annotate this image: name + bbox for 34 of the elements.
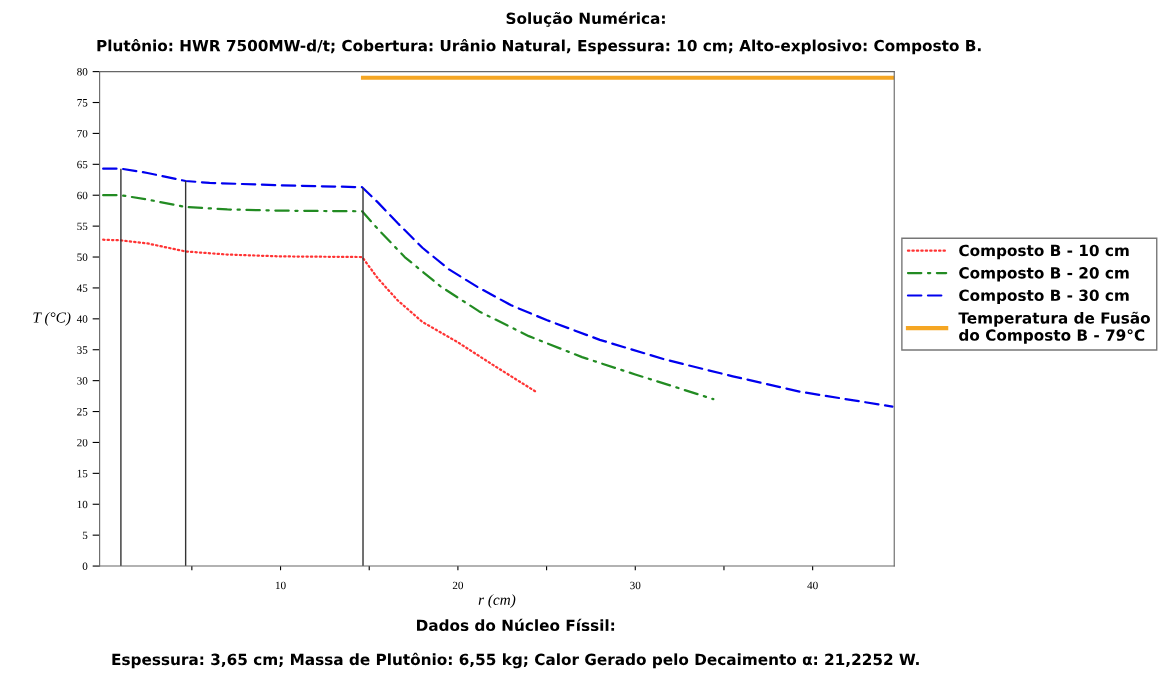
line-series <box>102 194 715 401</box>
x-tick-label: 40 <box>807 581 818 590</box>
y-tick-label: 15 <box>77 469 88 478</box>
chart-title: Solução Numérica: <box>506 11 665 27</box>
x-axis-title: r (cm) <box>478 594 516 609</box>
y-tick-label: 75 <box>77 99 88 107</box>
y-axis-title: T (°C) <box>33 311 71 326</box>
y-tick-label: 65 <box>77 160 88 169</box>
x-tick-label: 20 <box>452 581 464 590</box>
y-tick-label: 20 <box>77 438 88 447</box>
text: Dados do Núcleo Físsil: <box>417 618 615 632</box>
y-tick-label: 55 <box>77 222 88 231</box>
y-tick-label: 35 <box>77 346 88 354</box>
y-tick-label: 5 <box>82 531 88 540</box>
y-tick-label: 40 <box>76 315 88 323</box>
text: Espessura: 3,65 cm; Massa de Plutônio: 6,55 kg; Calor Gerado pelo Decaimento α: 21,2252 W. <box>112 652 919 669</box>
y-tick-label: 30 <box>77 377 88 385</box>
y-tick-label: 25 <box>77 408 88 416</box>
y-tick-label: 80 <box>77 68 88 76</box>
line-series <box>102 167 894 408</box>
legend-label: Composto B - 10 cm <box>959 244 1129 260</box>
line-series <box>102 238 538 393</box>
legend-label: Temperatura de Fusão do Composto B - 79°C <box>958 311 1150 344</box>
x-tick-label: 10 <box>275 581 286 590</box>
y-tick-label: 10 <box>77 500 88 509</box>
legend-label: Composto B - 30 cm <box>959 289 1129 305</box>
y-tick-label: 0 <box>82 562 88 571</box>
legend-label: Composto B - 20 cm <box>959 267 1129 282</box>
y-tick-label: 45 <box>76 284 88 292</box>
x-tick-label: 30 <box>630 581 641 590</box>
y-tick-label: 50 <box>77 253 88 261</box>
chart-subtitle: Plutônio: HWR 7500MW-d/t; Cobertura: Urânio Natural, Espessura: 10 cm; Alto-explosivo: Composto B. <box>97 38 981 55</box>
y-tick-label: 60 <box>77 191 88 200</box>
y-tick-label: 70 <box>77 129 88 138</box>
